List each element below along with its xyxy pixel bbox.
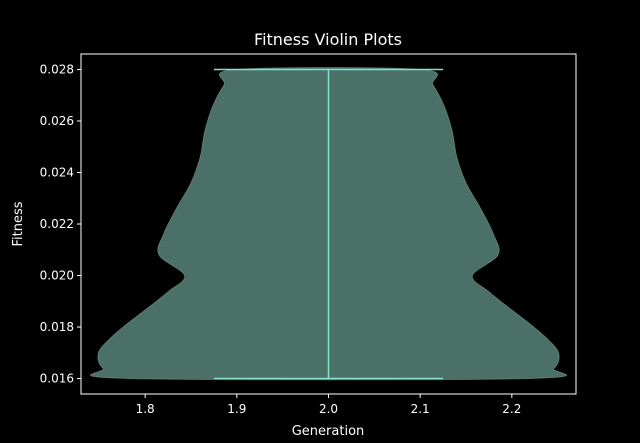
x-ticks-layer: 1.8 1.9 2.0 2.1 2.2 [136, 394, 521, 416]
y-tick-label: 0.028 [40, 62, 74, 76]
y-tick-label: 0.018 [40, 320, 74, 334]
chart-title: Fitness Violin Plots [254, 30, 402, 49]
x-tick-label: 2.0 [319, 402, 338, 416]
violin-0 [89, 67, 568, 381]
x-tick-label: 2.2 [502, 402, 521, 416]
violins-layer [89, 67, 568, 381]
y-axis-label: Fitness [11, 201, 26, 246]
x-tick-label: 2.1 [411, 402, 430, 416]
x-tick-label: 1.9 [227, 402, 246, 416]
x-axis-label: Generation [292, 424, 365, 439]
plot-frame [80, 53, 577, 395]
y-tick-label: 0.020 [40, 269, 74, 283]
y-tick-label: 0.026 [40, 114, 74, 128]
x-tick-label: 1.8 [136, 402, 155, 416]
y-tick-label: 0.024 [40, 165, 74, 179]
y-tick-label: 0.022 [40, 217, 74, 231]
y-tick-label: 0.016 [40, 372, 74, 386]
y-ticks-layer: 0.016 0.018 0.020 0.022 0.024 0.026 0.028 [40, 62, 81, 386]
